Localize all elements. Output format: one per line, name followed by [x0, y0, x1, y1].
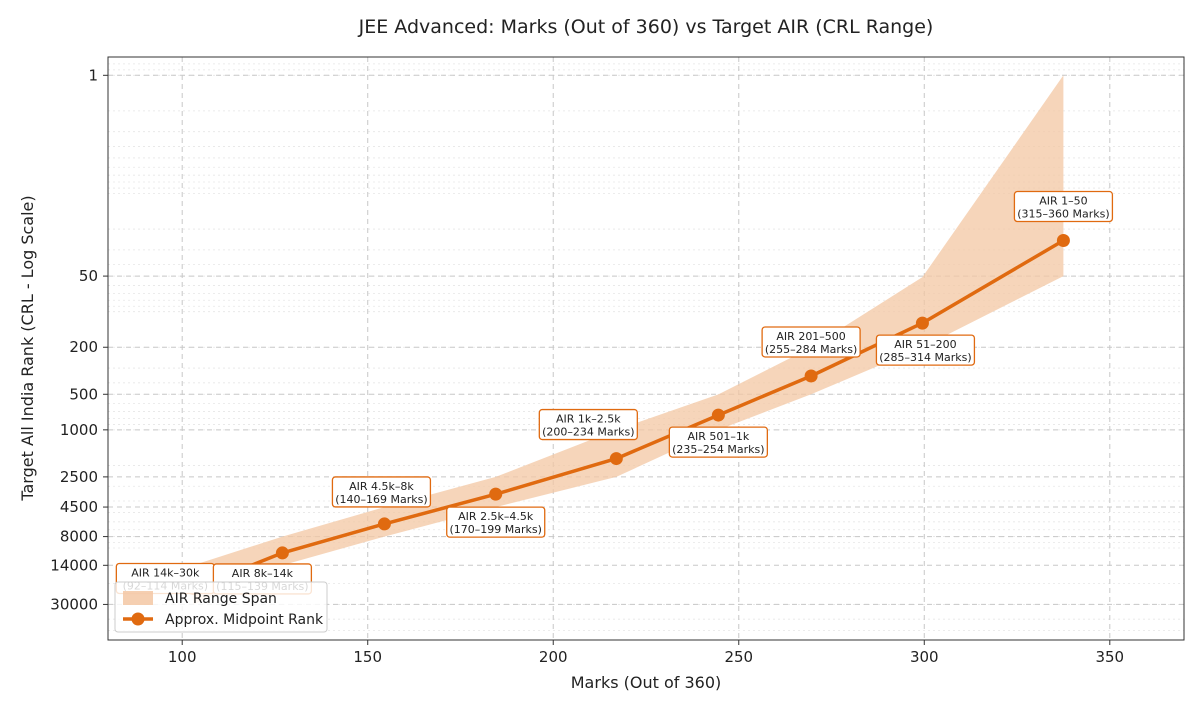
- annotation-marks: (200–234 Marks): [542, 426, 634, 439]
- y-tick-label: 50: [79, 267, 98, 285]
- midpoint-marker: [915, 316, 929, 330]
- annotation-label: AIR 4.5k–8k(140–169 Marks): [331, 476, 432, 508]
- x-tick-label: 350: [1095, 648, 1124, 666]
- legend-band-swatch: [123, 591, 153, 605]
- midpoint-marker: [275, 546, 289, 560]
- annotation-box: [331, 476, 432, 508]
- legend-box: [114, 581, 328, 633]
- annotation-range: AIR 2.5k–4.5k: [458, 510, 534, 523]
- annotation-label: AIR 201–500(255–284 Marks): [761, 326, 861, 358]
- x-axis-label: Marks (Out of 360): [571, 673, 722, 692]
- y-tick-label: 2500: [60, 468, 98, 486]
- annotation-marks: (255–284 Marks): [765, 343, 857, 356]
- annotation-range: AIR 201–500: [776, 330, 845, 343]
- midpoint-marker: [377, 517, 391, 531]
- y-tick-label: 8000: [60, 528, 98, 546]
- y-tick-label: 1000: [60, 421, 98, 439]
- chart-title: JEE Advanced: Marks (Out of 360) vs Targ…: [358, 16, 934, 38]
- x-tick-label: 200: [539, 648, 568, 666]
- annotation-range: AIR 8k–14k: [232, 567, 294, 580]
- annotation-marks: (235–254 Marks): [672, 443, 764, 456]
- annotation-marks: (170–199 Marks): [450, 523, 542, 536]
- annotation-box: [875, 334, 976, 366]
- annotation-label: AIR 501–1k(235–254 Marks): [668, 426, 769, 458]
- x-tick-label: 150: [353, 648, 382, 666]
- midpoint-marker: [1056, 234, 1070, 248]
- y-tick-label: 500: [69, 385, 98, 403]
- legend-marker-swatch: [131, 612, 145, 626]
- annotation-box: [446, 506, 546, 538]
- annotation-marks: (315–360 Marks): [1017, 208, 1109, 221]
- y-tick-label: 14000: [50, 556, 98, 574]
- annotation-range: AIR 1k–2.5k: [556, 413, 621, 426]
- y-tick-label: 200: [69, 338, 98, 356]
- midpoint-marker: [609, 452, 623, 466]
- annotation-range: AIR 4.5k–8k: [349, 480, 414, 493]
- y-axis-label: Target All India Rank (CRL - Log Scale): [18, 195, 37, 501]
- midpoint-marker: [804, 369, 818, 383]
- annotation-box: [761, 326, 861, 358]
- annotation-range: AIR 1–50: [1039, 195, 1087, 208]
- annotation-range: AIR 501–1k: [687, 430, 749, 443]
- annotation-label: AIR 2.5k–4.5k(170–199 Marks): [446, 506, 546, 538]
- x-tick-label: 250: [724, 648, 753, 666]
- annotation-box: [1013, 190, 1114, 223]
- y-tick-label: 1: [88, 66, 98, 84]
- x-tick-label: 100: [168, 648, 197, 666]
- annotation-label: AIR 51–200(285–314 Marks): [875, 334, 976, 366]
- annotation-marks: (140–169 Marks): [335, 493, 427, 506]
- annotation-marks: (285–314 Marks): [879, 351, 971, 364]
- y-tick-label: 30000: [50, 595, 98, 613]
- legend: AIR Range Span Approx. Midpoint Rank: [114, 581, 328, 633]
- midpoint-marker: [489, 487, 503, 501]
- annotation-label: AIR 1k–2.5k(200–234 Marks): [538, 408, 638, 441]
- annotation-box: [538, 408, 638, 441]
- annotation-label: AIR 1–50(315–360 Marks): [1013, 190, 1114, 223]
- legend-label-band: AIR Range Span: [165, 591, 277, 607]
- x-tick-label: 300: [910, 648, 939, 666]
- annotation-box: [668, 426, 769, 458]
- legend-label-line: Approx. Midpoint Rank: [165, 612, 324, 628]
- annotation-range: AIR 51–200: [894, 338, 956, 351]
- annotation-range: AIR 14k–30k: [131, 567, 200, 580]
- y-tick-label: 4500: [60, 498, 98, 516]
- plot-frame: [107, 56, 1185, 641]
- midpoint-marker: [711, 408, 725, 422]
